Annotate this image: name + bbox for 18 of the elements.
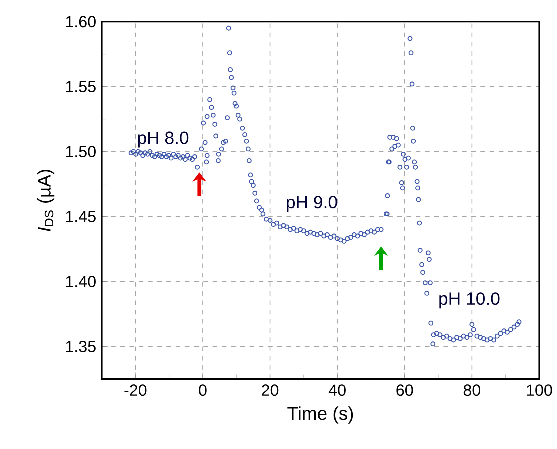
y-tick-label: 1.40: [66, 276, 96, 288]
y-tick-label: 1.45: [66, 211, 96, 222]
annotation: pH 10.0: [440, 292, 500, 308]
x-tick-label: 100: [527, 384, 552, 396]
y-tick-label: 1.60: [66, 16, 96, 28]
x-tick-label: 40: [328, 384, 346, 396]
x-axis-title: Time (s): [288, 406, 354, 424]
annotation: pH 8.0: [138, 132, 189, 148]
y-axis-title: I$_{DS}$ (µA): [37, 170, 55, 232]
y-tick-label: 1.55: [66, 81, 96, 92]
x-tick-label: 60: [396, 384, 414, 396]
x-tick-label: 0: [199, 384, 207, 396]
x-tick-label: -20: [124, 384, 147, 396]
y-tick-label: 1.35: [66, 340, 96, 352]
x-tick-label: 80: [464, 384, 481, 396]
y-tick-label: 1.50: [66, 146, 96, 158]
x-tick-label: 20: [262, 384, 279, 396]
annotation: pH 9.0: [287, 196, 338, 212]
